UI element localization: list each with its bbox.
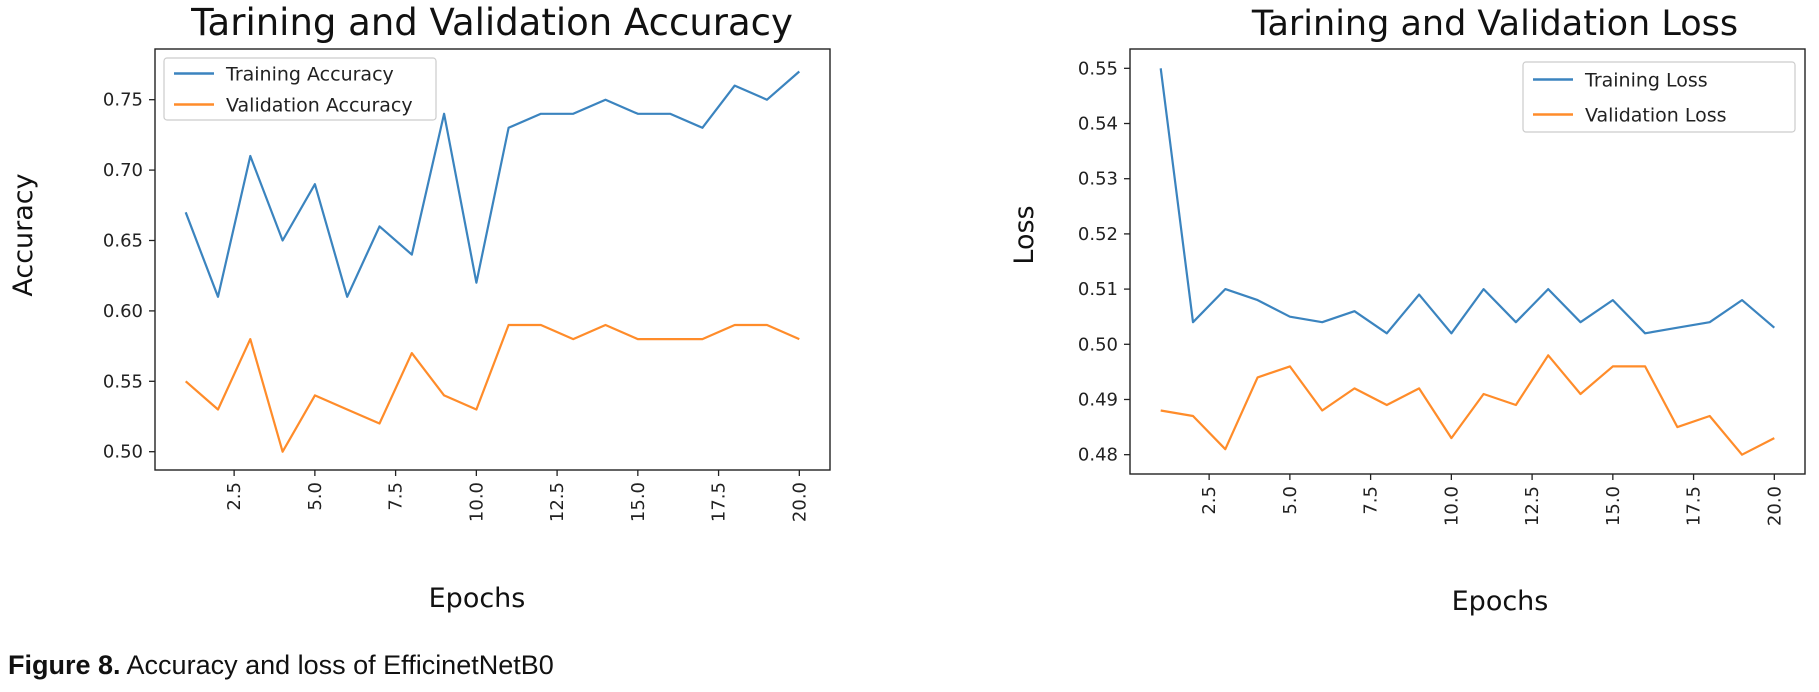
y-axis-label: Accuracy <box>8 173 39 296</box>
caption-text: Accuracy and loss of EfficinetNetB0 <box>126 650 554 680</box>
legend-label: Validation Loss <box>1585 105 1727 127</box>
x-tick-label: 12.5 <box>547 482 568 522</box>
x-tick-label: 10.0 <box>466 482 487 522</box>
x-tick-label: 5.0 <box>1280 486 1301 515</box>
x-tick-label: 17.5 <box>709 482 730 522</box>
y-tick-label: 0.54 <box>1078 114 1118 135</box>
caption-label: Figure 8. <box>8 650 121 680</box>
legend-label: Training Loss <box>1584 70 1708 92</box>
x-tick-label: 20.0 <box>789 482 810 522</box>
chart-2: Tarining and Validation Loss 0.48 0.49 0.50… <box>1009 4 1806 617</box>
plot-frame <box>1129 48 1806 475</box>
x-tick-label: 2.5 <box>224 482 245 511</box>
plot-frame <box>154 48 831 471</box>
series-line-training-loss <box>1159 68 1776 335</box>
x-tick-label: 17.5 <box>1684 486 1705 526</box>
y-axis-label: Loss <box>1009 205 1040 264</box>
y-tick-label: 0.50 <box>103 442 143 463</box>
legend-box <box>163 57 437 121</box>
x-tick-label: 7.5 <box>1361 486 1382 515</box>
y-tick-label: 0.60 <box>103 301 143 322</box>
y-tick-label: 0.70 <box>103 160 143 181</box>
y-tick-label: 0.53 <box>1078 169 1118 190</box>
y-tick-label: 0.55 <box>1078 58 1118 79</box>
chart-title: Tarining and Validation Loss <box>1251 4 1738 44</box>
legend-label: Validation Accuracy <box>226 95 413 117</box>
x-tick-label: 7.5 <box>386 482 407 511</box>
y-tick-label: 0.50 <box>1078 334 1118 355</box>
chart-title: Tarining and Validation Accuracy <box>190 1 793 44</box>
x-axis-label: Epochs <box>429 583 526 614</box>
x-axis-label: Epochs <box>1452 586 1549 617</box>
legend: Training Accuracy Validation Accuracy <box>163 57 437 121</box>
chart-1: Tarining and Validation Accuracy 0.50 0.55… <box>8 1 831 614</box>
series-line-validation-loss <box>1160 354 1775 456</box>
y-tick-label: 0.52 <box>1078 224 1118 245</box>
x-tick-label: 20.0 <box>1764 486 1785 526</box>
x-tick-label: 15.0 <box>1603 486 1624 526</box>
figure-caption: Figure 8. Accuracy and loss of Efficinet… <box>8 650 554 681</box>
y-tick-label: 0.55 <box>103 371 143 392</box>
x-tick-label: 12.5 <box>1522 486 1543 526</box>
series-line-validation-accuracy <box>184 323 800 453</box>
y-tick-label: 0.51 <box>1078 279 1118 300</box>
x-tick-label: 2.5 <box>1199 486 1220 515</box>
y-tick-label: 0.49 <box>1078 389 1118 410</box>
y-tick-label: 0.75 <box>103 90 143 111</box>
legend: Training Loss Validation Loss <box>1522 61 1796 133</box>
x-tick-label: 10.0 <box>1441 486 1462 526</box>
x-tick-label: 5.0 <box>305 482 326 511</box>
series-line-training-accuracy <box>184 70 801 298</box>
y-tick-label: 0.48 <box>1078 445 1118 466</box>
legend-label: Training Accuracy <box>225 64 394 86</box>
y-tick-label: 0.65 <box>103 230 143 251</box>
x-tick-label: 15.0 <box>628 482 649 522</box>
legend-box <box>1522 61 1796 133</box>
